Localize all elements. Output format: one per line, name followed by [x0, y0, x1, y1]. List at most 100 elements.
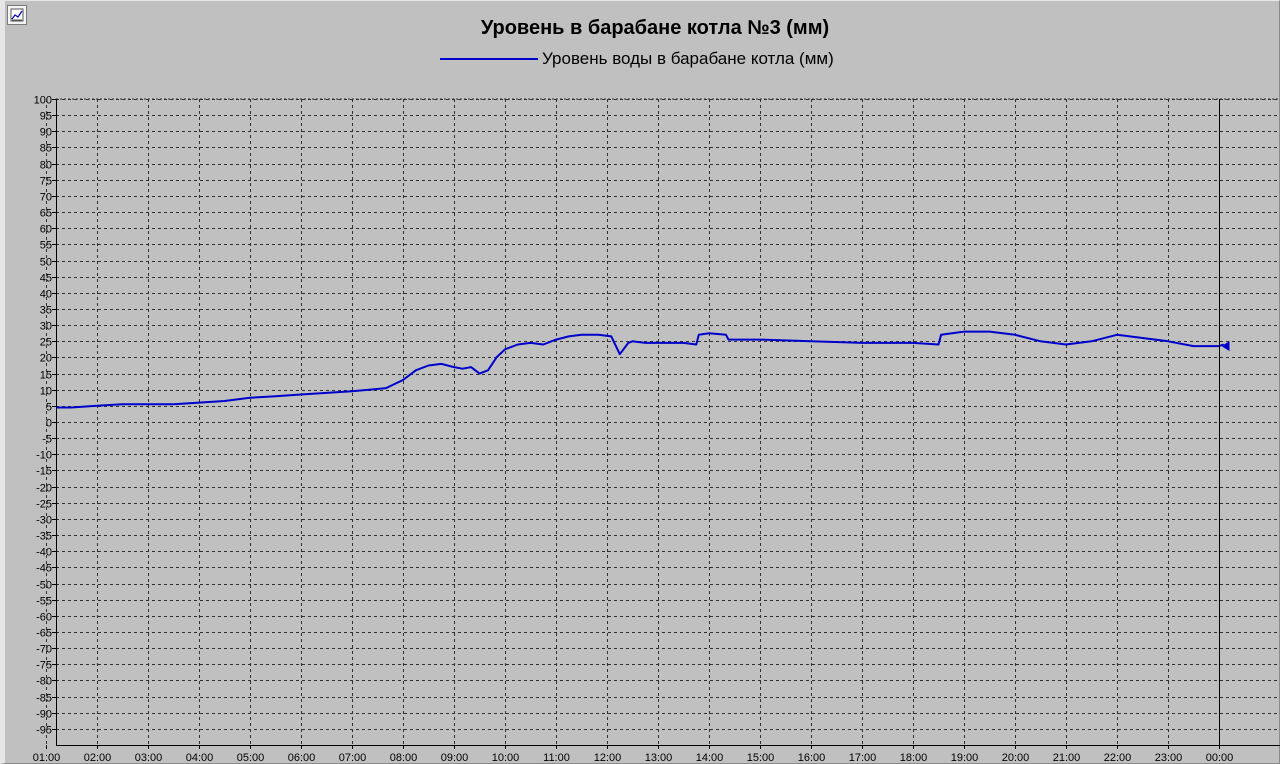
y-tick-label: 50: [40, 257, 52, 269]
data-point: [172, 403, 175, 405]
y-tick-label: 90: [40, 127, 52, 139]
data-point: [147, 403, 149, 405]
data-point: [695, 343, 697, 346]
x-tick-label: 11:00: [543, 752, 570, 764]
data-point: [70, 406, 73, 409]
y-tick-label: -55: [36, 596, 52, 608]
data-point: [1167, 340, 1169, 342]
data-point: [580, 334, 583, 336]
y-tick-label: 30: [40, 321, 52, 333]
y-tick-label: 100: [34, 95, 52, 107]
data-point: [568, 335, 570, 337]
y-tick-label: 15: [40, 370, 52, 382]
y-tick-label: 35: [40, 305, 52, 317]
data-point: [461, 368, 464, 370]
y-tick-label: -40: [36, 547, 52, 559]
data-point: [912, 342, 914, 344]
data-point: [861, 342, 863, 344]
x-tick-label: 03:00: [135, 752, 163, 764]
y-tick-label: -20: [36, 483, 52, 495]
x-tick-label: 14:00: [696, 752, 724, 764]
y-tick-label: 25: [40, 337, 52, 349]
data-point: [56, 406, 58, 409]
data-point: [504, 348, 506, 350]
data-point: [249, 397, 251, 399]
y-tick-label: -15: [36, 466, 52, 478]
cursor-marker: [1221, 341, 1230, 352]
x-tick-label: 22:00: [1104, 752, 1132, 764]
y-tick-label: -75: [36, 660, 52, 672]
data-point: [1141, 337, 1144, 339]
y-tick-label: 65: [40, 208, 52, 220]
data-point: [121, 403, 124, 405]
x-tick-label: 16:00: [798, 752, 826, 764]
data-point: [368, 389, 370, 391]
x-tick-label: 13:00: [645, 752, 673, 764]
data-point: [644, 342, 646, 344]
data-point: [487, 369, 489, 371]
data-point: [759, 339, 761, 341]
y-tick-label: 10: [40, 386, 52, 398]
y-tick-label: -80: [36, 676, 52, 688]
y-tick-label: -5: [42, 434, 52, 446]
x-tick-label: 10:00: [492, 752, 520, 764]
data-point: [470, 366, 472, 368]
data-point: [453, 366, 455, 368]
y-tick-label: 75: [40, 176, 52, 188]
legend-label: Уровень воды в барабане котла (мм): [542, 49, 834, 68]
x-tick-label: 18:00: [900, 752, 928, 764]
y-tick-label: -85: [36, 693, 52, 705]
y-tick-label: -25: [36, 499, 52, 511]
y-tick-label: -50: [36, 580, 52, 592]
data-point: [223, 400, 226, 402]
y-tick-label: 85: [40, 143, 52, 155]
y-tick-label: 5: [46, 402, 52, 414]
data-point: [619, 353, 621, 355]
data-point: [517, 343, 519, 346]
data-point: [427, 364, 430, 367]
data-point: [937, 343, 940, 346]
data-point: [555, 339, 557, 341]
data-point: [274, 395, 277, 397]
data-point: [597, 334, 600, 336]
data-point: [940, 334, 942, 336]
data-point: [198, 402, 200, 404]
x-tick-label: 08:00: [390, 752, 418, 764]
data-point: [886, 342, 889, 344]
data-point: [542, 343, 544, 346]
data-point: [631, 340, 634, 342]
chart-title: Уровень в барабане котла №3 (мм): [480, 17, 830, 39]
chart-legend: Уровень воды в барабане котла (мм): [440, 48, 834, 70]
data-point: [440, 363, 442, 365]
y-tick-label: -10: [36, 450, 52, 462]
y-tick-label: -45: [36, 563, 52, 575]
data-point: [495, 356, 498, 358]
chart-settings-button[interactable]: [7, 5, 27, 25]
data-point: [988, 331, 991, 333]
data-point: [1039, 340, 1042, 342]
y-tick-label: -35: [36, 531, 52, 543]
y-tick-label: -90: [36, 709, 52, 721]
data-point: [300, 393, 302, 396]
data-point: [657, 342, 659, 344]
y-tick-label: 20: [40, 353, 52, 365]
y-tick-label: 60: [40, 224, 52, 236]
y-tick-label: 55: [40, 240, 52, 252]
data-point: [415, 369, 417, 371]
data-point: [478, 373, 481, 375]
y-tick-label: 70: [40, 192, 52, 204]
data-point: [610, 335, 612, 337]
data-point: [325, 392, 328, 394]
series-line: [57, 330, 1224, 409]
data-point: [1014, 334, 1016, 336]
data-point: [1116, 334, 1118, 336]
data-point: [963, 331, 965, 333]
data-point: [708, 332, 710, 334]
x-tick-label: 17:00: [849, 752, 877, 764]
x-tick-label: 19:00: [951, 752, 979, 764]
y-tick-label: -70: [36, 644, 52, 656]
data-point: [682, 342, 685, 344]
x-tick-label: 20:00: [1002, 752, 1030, 764]
x-tick-label: 01:00: [33, 752, 61, 764]
y-tick-label: -95: [36, 725, 52, 737]
